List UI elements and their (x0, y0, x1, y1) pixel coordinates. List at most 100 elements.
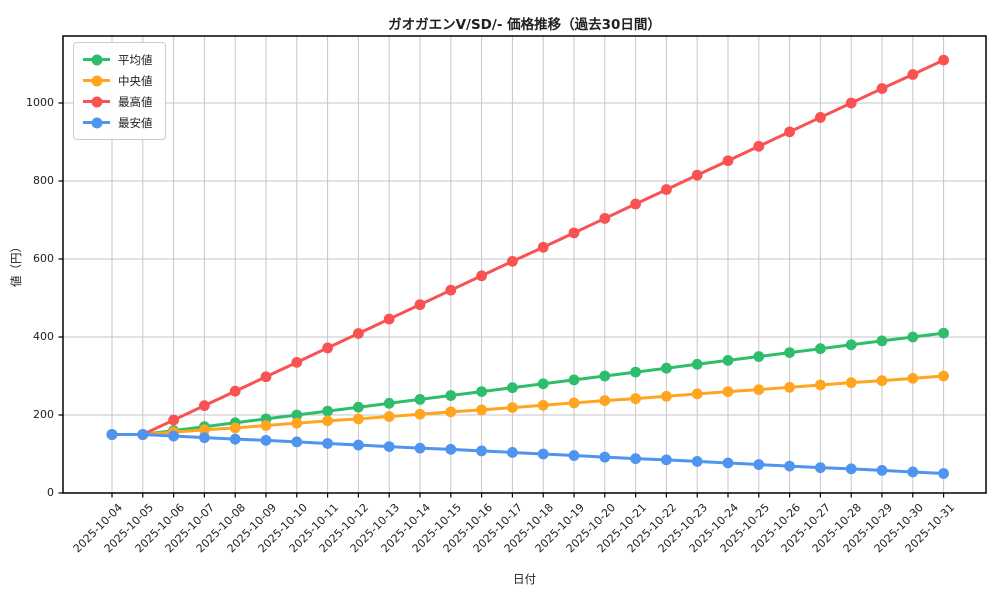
legend-marker-icon (83, 96, 110, 107)
data-point-average (322, 405, 333, 417)
data-point-min (691, 456, 703, 467)
data-point-min (722, 457, 734, 469)
data-point-median (476, 404, 487, 416)
data-point-median (199, 424, 210, 436)
data-point-max (383, 313, 395, 325)
data-point-min (661, 454, 672, 466)
data-point-max (691, 169, 703, 181)
data-point-average (784, 347, 795, 358)
data-point-median (568, 397, 580, 409)
x-axis-label: 日付 (513, 572, 536, 586)
data-point-max (599, 213, 611, 224)
data-point-min (476, 445, 487, 457)
data-point-average (845, 339, 857, 351)
data-point-min (414, 442, 426, 454)
data-point-max (722, 155, 734, 167)
plot-border (62, 35, 987, 494)
legend-item-average: 平均値 (83, 49, 153, 70)
data-point-max (353, 328, 364, 339)
legend-label: 最安値 (118, 115, 153, 130)
data-point-max (322, 342, 333, 354)
data-point-min (322, 438, 333, 449)
data-point-median (537, 399, 549, 411)
legend-label: 中央値 (118, 73, 153, 88)
data-point-median (815, 379, 826, 391)
data-point-max (876, 83, 888, 94)
data-point-median (753, 384, 765, 396)
chart-title: ガオガエンV/SD/- 価格推移（過去30日間） (388, 17, 661, 33)
series-line-min (110, 433, 946, 475)
data-point-min (353, 439, 364, 451)
data-point-max (815, 112, 826, 123)
legend-dot-icon (91, 75, 102, 86)
data-point-min (599, 451, 611, 463)
data-point-median (599, 395, 611, 406)
data-point-max (476, 270, 487, 282)
data-point-median (291, 417, 303, 429)
legend-label: 平均値 (118, 52, 153, 67)
data-point-median (260, 420, 272, 431)
data-point-average (815, 343, 826, 355)
legend-item-median: 中央値 (83, 70, 153, 91)
data-point-min (260, 434, 272, 446)
data-point-max (784, 126, 795, 138)
data-point-median (845, 377, 857, 389)
data-point-min (383, 441, 395, 452)
series-line-max (110, 58, 946, 436)
data-point-median (630, 393, 641, 405)
data-point-average (414, 394, 426, 405)
legend: 平均値 中央値 最高値 最安値 (73, 42, 166, 140)
y-tick-label: 400 (33, 330, 54, 343)
data-point-average (691, 358, 703, 370)
data-point-median (383, 411, 395, 422)
data-point-median (907, 372, 919, 384)
data-point-median (414, 408, 426, 420)
data-point-min (507, 447, 518, 458)
series-line-average (110, 331, 946, 436)
y-tick-label: 800 (33, 174, 54, 187)
data-point-min (137, 429, 149, 440)
data-point-min (537, 448, 549, 460)
data-point-min (784, 460, 795, 472)
data-point-max (845, 97, 857, 109)
data-point-average (383, 397, 395, 409)
data-point-min (907, 466, 919, 478)
data-point-max (753, 140, 765, 152)
data-point-min (291, 436, 303, 448)
legend-marker-icon (83, 75, 110, 86)
data-point-median (507, 402, 518, 413)
data-point-average (291, 409, 303, 421)
data-point-max (661, 184, 672, 195)
data-point-median (938, 370, 949, 382)
data-point-average (907, 331, 919, 343)
data-point-min (815, 462, 826, 474)
data-point-max (630, 198, 641, 210)
data-point-median (445, 406, 457, 418)
data-point-median (322, 415, 333, 427)
data-point-min (199, 432, 210, 444)
y-tick-label: 600 (33, 252, 54, 265)
data-point-max (199, 400, 210, 412)
data-point-average (445, 390, 457, 401)
legend-marker-icon (83, 117, 110, 128)
data-point-average (507, 382, 518, 394)
data-point-average (753, 351, 765, 362)
data-point-max (568, 227, 580, 239)
y-tick-label: 200 (33, 408, 54, 421)
data-point-max (445, 284, 457, 296)
data-point-max (537, 241, 549, 253)
data-point-average (630, 366, 641, 378)
legend-marker-icon (83, 54, 110, 65)
data-point-max (229, 385, 241, 397)
data-point-min (168, 430, 180, 442)
legend-dot-icon (91, 117, 102, 128)
data-point-max (168, 414, 180, 426)
y-tick-label: 0 (47, 486, 54, 499)
data-point-min (106, 429, 118, 440)
y-tick-label: 1000 (26, 96, 54, 109)
data-point-median (661, 390, 672, 402)
data-point-min (445, 443, 457, 455)
data-point-average (722, 355, 734, 366)
data-point-min (630, 453, 641, 465)
